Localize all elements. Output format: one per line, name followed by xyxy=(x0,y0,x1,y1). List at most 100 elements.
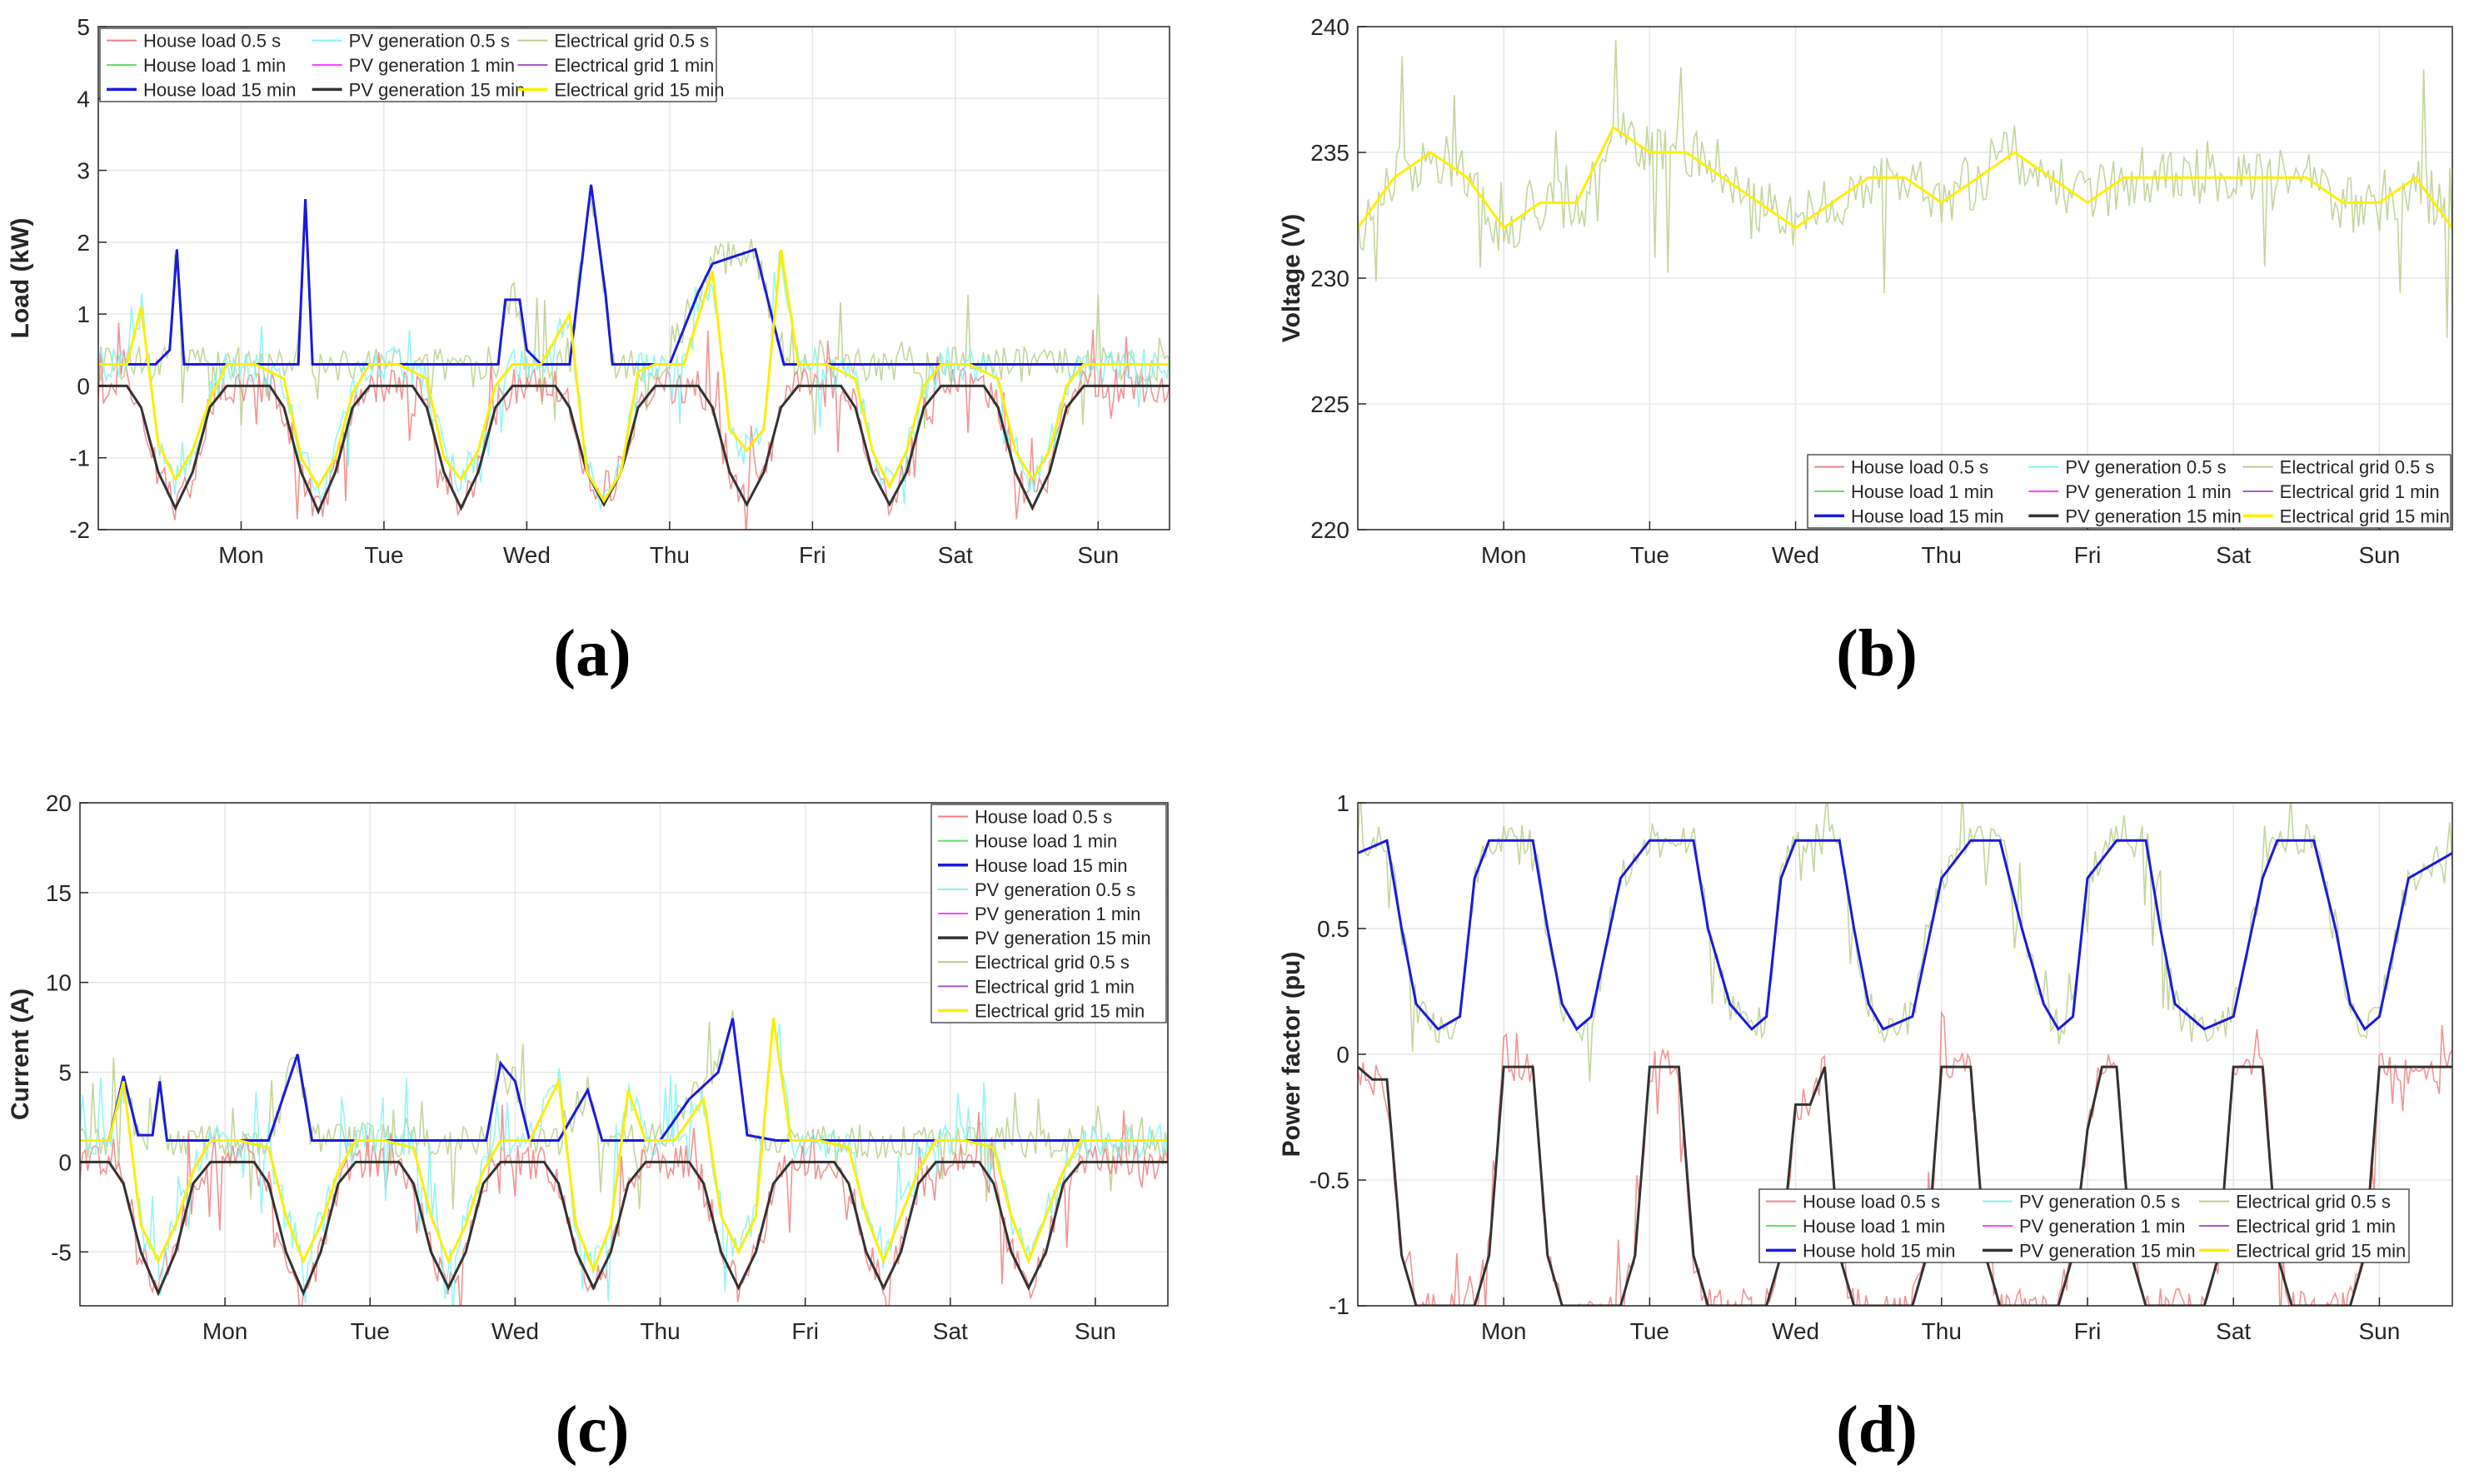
y-axis-label: Voltage (V) xyxy=(1278,214,1305,342)
legend-label: PV generation 0.5 s xyxy=(975,879,1135,900)
legend-label: PV generation 1 min xyxy=(2065,481,2231,502)
y-tick-label: 0 xyxy=(58,1149,72,1175)
series-line-pv-generation-15-min xyxy=(80,1160,1168,1297)
caption-d: (d) xyxy=(1836,1393,1918,1467)
chart-d: -1 -0.5 0 0.5 1 Mon Tue Wed Thu Fri Sat Sun Power fa… xyxy=(1278,790,2453,1344)
legend-label: PV generation 15 min xyxy=(349,79,526,100)
legend-box xyxy=(1758,1188,2410,1263)
legend-label: Electrical grid 1 min xyxy=(554,55,714,76)
x-tick-label: Mon xyxy=(1481,1318,1526,1344)
y-tick-label: -0.5 xyxy=(1309,1168,1349,1193)
legend-d: House load 0.5 s House load 1 min House ho… xyxy=(1758,1188,2410,1263)
x-tick-label: Sat xyxy=(2216,542,2251,568)
y-tick-label: 5 xyxy=(58,1060,72,1086)
axes-box xyxy=(79,802,1169,1307)
legend-label: Electrical grid 15 min xyxy=(2280,505,2450,526)
y-tick-label: 240 xyxy=(1310,14,1349,40)
y-tick-label: 5 xyxy=(77,14,90,40)
legend-label: PV generation 15 min xyxy=(975,928,1151,949)
legend-label: PV generation 1 min xyxy=(349,55,515,76)
legend-a: House load 0.5 s House load 1 min House lo… xyxy=(99,27,725,102)
y-tick-label: 20 xyxy=(46,790,72,816)
x-tick-label: Sat xyxy=(933,1318,968,1344)
plot-area-b xyxy=(1358,39,2452,338)
legend-label: PV generation 15 min xyxy=(2019,1240,2196,1261)
legend-label: House load 0.5 s xyxy=(1851,457,1988,478)
x-tick-label: Sun xyxy=(1075,1318,1116,1344)
legend-label: PV generation 0.5 s xyxy=(2065,457,2226,478)
legend-label: House load 15 min xyxy=(143,79,296,100)
y-tick-label: -5 xyxy=(51,1239,72,1265)
y-tick-label: 4 xyxy=(77,86,90,112)
y-tick-label: 15 xyxy=(46,880,72,906)
axes-box xyxy=(97,26,1170,530)
x-tick-label: Sun xyxy=(2358,542,2400,568)
x-tick-label: Mon xyxy=(218,542,263,568)
legend-label: House load 0.5 s xyxy=(143,31,281,52)
y-tick-label: 235 xyxy=(1310,140,1349,166)
chart-a: -2 -1 0 1 2 3 4 5 Mon Tue Wed Thu Fri Sat Sun Load (kW)… xyxy=(7,14,1170,568)
x-tick-label: Tue xyxy=(364,542,403,568)
legend-label: Electrical grid 0.5 s xyxy=(975,952,1130,973)
y-tick-label: 0 xyxy=(77,373,90,399)
x-tick-label: Sat xyxy=(2216,1318,2251,1344)
y-axis-label: Current (A) xyxy=(7,989,34,1120)
chart-c: -5 0 5 10 15 20 Mon Tue Wed Thu Fri Sat Sun Current (… xyxy=(7,790,1169,1344)
legend-label: House load 1 min xyxy=(143,55,286,76)
x-tick-label: Sun xyxy=(1077,542,1119,568)
legend-label: House load 0.5 s xyxy=(1803,1192,1940,1213)
y-tick-label: -1 xyxy=(1329,1293,1349,1319)
legend-label: Electrical grid 0.5 s xyxy=(554,31,709,52)
x-tick-label: Fri xyxy=(2074,1318,2102,1344)
x-tick-label: Wed xyxy=(1772,542,1819,568)
series-line-house-load-15-min xyxy=(80,1018,1168,1142)
legend-label: House load 1 min xyxy=(1803,1216,1945,1237)
series-noise-electrical-grid-15-min xyxy=(80,1017,1168,1306)
y-tick-label: 230 xyxy=(1310,266,1349,291)
y-tick-label: 3 xyxy=(77,158,90,184)
series-noise-house-hold-15-min xyxy=(1358,803,2452,1082)
plot-area-c xyxy=(80,1010,1168,1306)
y-tick-label: 1 xyxy=(1336,790,1349,816)
plot-area-a xyxy=(98,184,1170,530)
x-tick-label: Fri xyxy=(2074,542,2102,568)
series-line-pv-generation-15-min xyxy=(98,384,1170,515)
caption-c: (c) xyxy=(555,1393,630,1467)
legend-label: House load 1 min xyxy=(1851,481,1993,502)
plot-area-d xyxy=(1358,803,2452,1306)
series-line-electrical-grid-15-min xyxy=(80,1018,1168,1274)
y-tick-label: -1 xyxy=(69,446,90,471)
series-line-electrical-grid-15-min xyxy=(1358,125,2452,230)
x-tick-label: Tue xyxy=(1630,542,1669,568)
x-tick-label: Thu xyxy=(640,1318,680,1344)
y-tick-label: 0.5 xyxy=(1317,916,1349,942)
legend-label: Electrical grid 15 min xyxy=(554,79,724,100)
x-tick-label: Mon xyxy=(202,1318,247,1344)
y-tick-label: 2 xyxy=(77,230,90,256)
series-noise-pv-generation-15-min xyxy=(98,322,1170,530)
legend-label: Electrical grid 0.5 s xyxy=(2280,457,2435,478)
legend-label: PV generation 1 min xyxy=(2019,1216,2185,1237)
x-tick-label: Wed xyxy=(491,1318,539,1344)
legend-label: Electrical grid 1 min xyxy=(975,976,1135,997)
legend-label: PV generation 15 min xyxy=(2065,505,2242,526)
x-tick-label: Mon xyxy=(1481,542,1526,568)
legend-label: PV generation 0.5 s xyxy=(349,31,510,52)
caption-a: (a) xyxy=(553,617,631,690)
y-tick-label: 1 xyxy=(77,301,90,327)
legend-label: House load 15 min xyxy=(1851,505,2003,526)
x-tick-label: Tue xyxy=(351,1318,390,1344)
legend-label: PV generation 0.5 s xyxy=(2019,1192,2180,1213)
y-axis-label: Power factor (pu) xyxy=(1278,952,1305,1158)
series-line-house-hold-15-min xyxy=(1358,839,2452,1032)
y-tick-label: 225 xyxy=(1310,391,1349,417)
y-axis-label: Load (kW) xyxy=(7,218,34,339)
y-tick-label: 0 xyxy=(1336,1042,1349,1068)
legend-c: House load 0.5 s House load 1 min House lo… xyxy=(930,804,1167,1023)
y-tick-label: -2 xyxy=(69,517,90,543)
legend-label: PV generation 1 min xyxy=(975,904,1140,924)
legend-box xyxy=(930,804,1167,1023)
legend-label: House load 0.5 s xyxy=(975,807,1112,828)
chart-b: 220 225 230 235 240 Mon Tue Wed Thu Fri Sat Sun Volt… xyxy=(1278,14,2453,568)
